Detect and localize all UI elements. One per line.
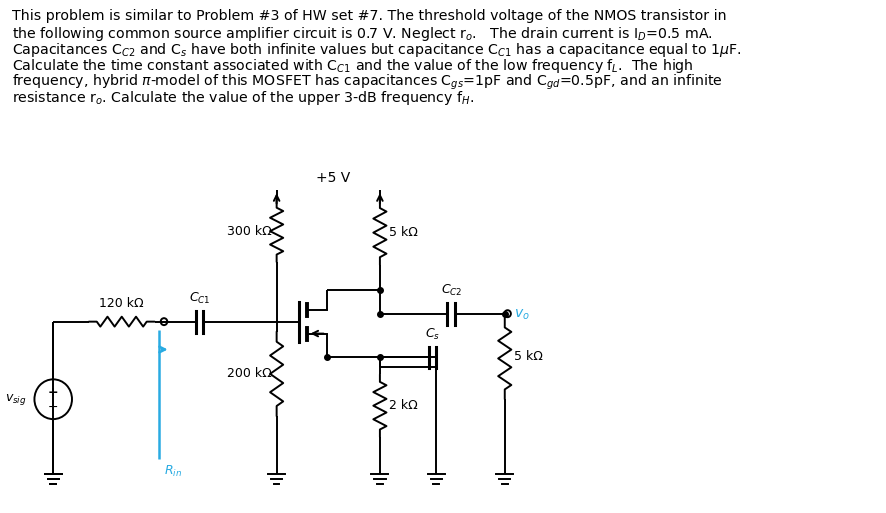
Text: 5 kΩ: 5 kΩ [514,350,542,363]
Text: $v_{sig}$: $v_{sig}$ [5,392,27,407]
Text: 2 kΩ: 2 kΩ [389,399,417,412]
Text: the following common source amplifier circuit is 0.7 V. Neglect r$_o$.   The dra: the following common source amplifier ci… [12,25,711,43]
Text: resistance r$_o$. Calculate the value of the upper 3-dB frequency f$_H$.: resistance r$_o$. Calculate the value of… [12,89,474,107]
Text: $C_{C2}$: $C_{C2}$ [440,283,462,298]
Text: 200 kΩ: 200 kΩ [227,367,272,380]
Text: This problem is similar to Problem #3 of HW set #7. The threshold voltage of the: This problem is similar to Problem #3 of… [12,9,726,24]
Text: $C_{C1}$: $C_{C1}$ [189,291,210,306]
Text: $C_s$: $C_s$ [424,326,439,342]
Text: 300 kΩ: 300 kΩ [227,225,272,238]
Text: Capacitances C$_{C2}$ and C$_s$ have both infinite values but capacitance C$_{C1: Capacitances C$_{C2}$ and C$_s$ have bot… [12,41,741,59]
Text: $v_o$: $v_o$ [514,307,529,322]
Text: +5 V: +5 V [315,171,350,185]
Text: Calculate the time constant associated with C$_{C1}$ and the value of the low fr: Calculate the time constant associated w… [12,57,693,75]
Text: 5 kΩ: 5 kΩ [389,226,417,239]
Text: +: + [48,386,58,399]
Text: 120 kΩ: 120 kΩ [99,297,144,310]
Text: frequency, hybrid $\pi$-model of this MOSFET has capacitances C$_{gs}$=1pF and C: frequency, hybrid $\pi$-model of this MO… [12,73,722,92]
Text: −: − [48,401,58,413]
Text: $R_{in}$: $R_{in}$ [164,464,182,479]
